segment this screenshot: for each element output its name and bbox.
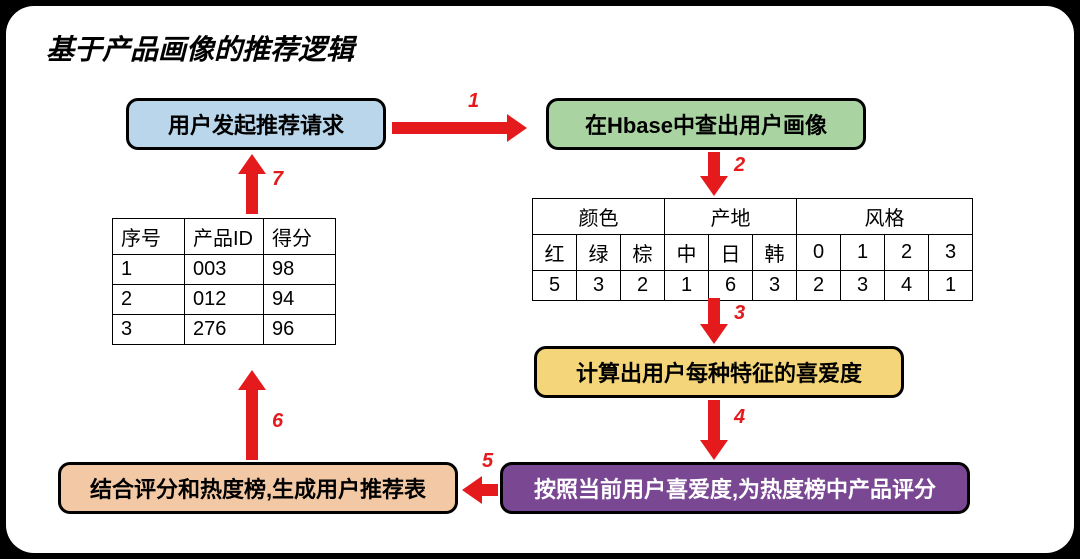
cell: 4 bbox=[885, 271, 929, 301]
sub-header: 1 bbox=[841, 235, 885, 271]
cell: 003 bbox=[185, 255, 264, 285]
arrow-label: 5 bbox=[482, 450, 493, 473]
cell: 1 bbox=[929, 271, 973, 301]
arrow-5: 5 bbox=[462, 476, 502, 504]
arrow-2: 2 bbox=[700, 152, 728, 196]
group-header: 产地 bbox=[665, 199, 797, 235]
sub-header: 0 bbox=[797, 235, 841, 271]
cell: 1 bbox=[665, 271, 709, 301]
node-compute-pref: 计算出用户每种特征的喜爱度 bbox=[534, 346, 904, 398]
cell: 6 bbox=[709, 271, 753, 301]
cell: 2 bbox=[113, 285, 185, 315]
table-recommendations: 序号 产品ID 得分 1 003 98 2 012 94 3 276 96 bbox=[112, 218, 336, 345]
cell: 1 bbox=[113, 255, 185, 285]
cell: 012 bbox=[185, 285, 264, 315]
node-hbase-lookup: 在Hbase中查出用户画像 bbox=[546, 98, 866, 150]
cell: 3 bbox=[841, 271, 885, 301]
cell: 3 bbox=[113, 315, 185, 345]
diagram-title: 基于产品画像的推荐逻辑 bbox=[46, 28, 354, 68]
arrow-label: 7 bbox=[272, 168, 283, 191]
arrow-label: 6 bbox=[272, 410, 283, 433]
node-generate-recs: 结合评分和热度榜,生成用户推荐表 bbox=[58, 462, 458, 514]
sub-header: 韩 bbox=[753, 235, 797, 271]
arrow-label: 3 bbox=[734, 302, 745, 325]
sub-header: 绿 bbox=[577, 235, 621, 271]
cell: 94 bbox=[264, 285, 336, 315]
cell: 3 bbox=[753, 271, 797, 301]
sub-header: 中 bbox=[665, 235, 709, 271]
cell: 96 bbox=[264, 315, 336, 345]
sub-header: 3 bbox=[929, 235, 973, 271]
node-score-products: 按照当前用户喜爱度,为热度榜中产品评分 bbox=[500, 462, 970, 514]
arrow-label: 1 bbox=[468, 90, 479, 113]
group-header: 颜色 bbox=[533, 199, 665, 235]
sub-header: 棕 bbox=[621, 235, 665, 271]
cell: 2 bbox=[797, 271, 841, 301]
col-header: 产品ID bbox=[185, 219, 264, 255]
cell: 3 bbox=[577, 271, 621, 301]
col-header: 序号 bbox=[113, 219, 185, 255]
table-user-profile: 颜色 产地 风格 红 绿 棕 中 日 韩 0 1 2 3 5 3 2 1 6 3… bbox=[532, 198, 973, 301]
arrow-label: 4 bbox=[734, 406, 745, 429]
cell: 5 bbox=[533, 271, 577, 301]
cell: 98 bbox=[264, 255, 336, 285]
arrow-7: 7 bbox=[238, 154, 266, 214]
cell: 2 bbox=[621, 271, 665, 301]
arrow-4: 4 bbox=[700, 400, 728, 460]
sub-header: 日 bbox=[709, 235, 753, 271]
arrow-6: 6 bbox=[238, 370, 266, 460]
arrow-1: 1 bbox=[392, 114, 542, 142]
cell: 276 bbox=[185, 315, 264, 345]
col-header: 得分 bbox=[264, 219, 336, 255]
group-header: 风格 bbox=[797, 199, 973, 235]
sub-header: 2 bbox=[885, 235, 929, 271]
node-user-request: 用户发起推荐请求 bbox=[126, 98, 386, 150]
sub-header: 红 bbox=[533, 235, 577, 271]
arrow-3: 3 bbox=[700, 298, 728, 344]
arrow-label: 2 bbox=[734, 154, 745, 177]
